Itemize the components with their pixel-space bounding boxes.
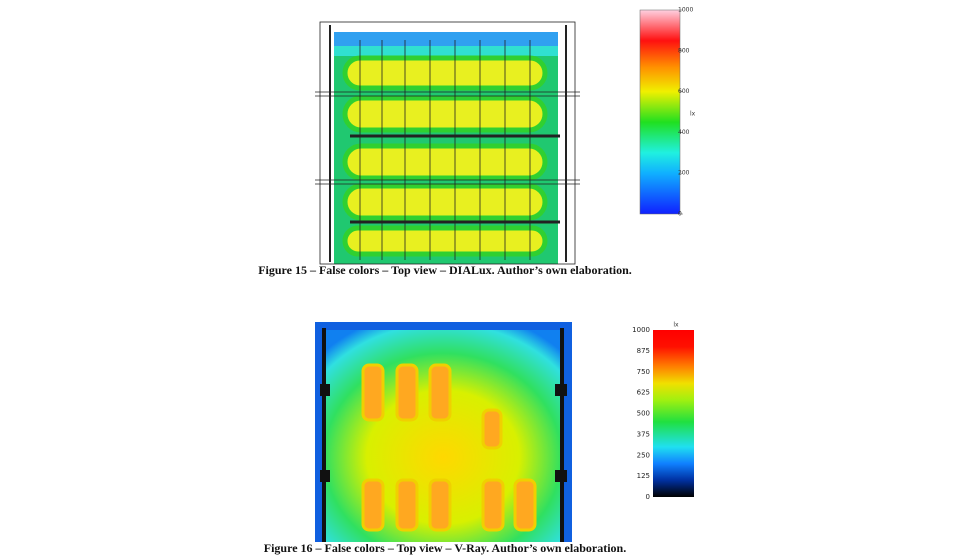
colorbar-15-ticks: 0 200 400 600 800 1000 xyxy=(678,7,693,218)
tick-label: 625 xyxy=(637,389,650,397)
tick-label: 600 xyxy=(678,88,690,95)
tick-label: 200 xyxy=(678,170,690,177)
tick-label: 375 xyxy=(637,430,650,438)
colorbar-15 xyxy=(639,9,681,215)
figure-caption: Figure 16 – False colors – Top view – V-… xyxy=(264,541,626,555)
colorbar-16-ticks: 0 125 250 375 500 625 750 875 1000 xyxy=(632,326,650,501)
tick-label: 500 xyxy=(637,410,650,418)
tick-label: 400 xyxy=(678,129,690,136)
tick-label: 1000 xyxy=(632,326,650,334)
tick-label: 0 xyxy=(646,493,650,501)
colorbar-16 xyxy=(653,330,694,497)
figure-15-image xyxy=(315,18,580,266)
figure-16-image xyxy=(315,322,572,542)
figure-caption: Figure 15 – False colors – Top view – DI… xyxy=(258,263,632,277)
tick-label: 1000 xyxy=(678,7,693,14)
tick-label: 0 xyxy=(678,211,682,218)
tick-label: 125 xyxy=(637,472,650,480)
tick-label: 250 xyxy=(637,451,650,459)
tick-label: 750 xyxy=(637,368,650,376)
tick-label: 875 xyxy=(637,347,650,355)
tick-label: 800 xyxy=(678,47,690,54)
legend-unit: lx xyxy=(690,111,696,118)
legend-unit: lx xyxy=(673,322,679,329)
